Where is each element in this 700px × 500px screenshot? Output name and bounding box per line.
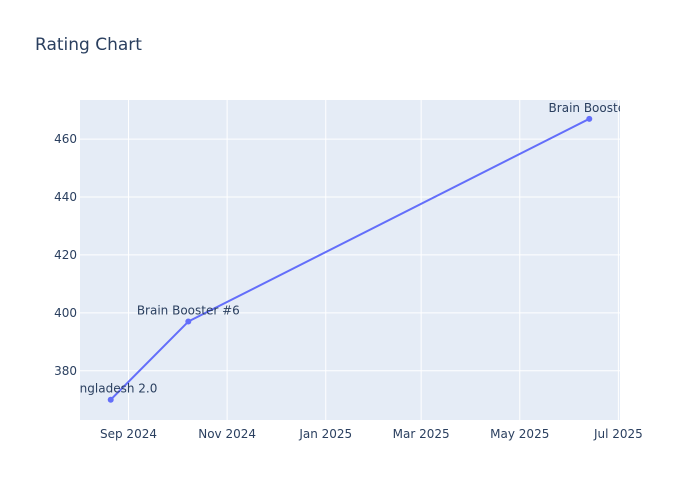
x-tick-label: Jan 2025 <box>298 427 352 441</box>
gridlines <box>80 100 620 420</box>
x-tick-label: May 2025 <box>490 427 549 441</box>
data-point <box>586 115 593 122</box>
axis-tick-labels: Sep 2024 Nov 2024 Jan 2025 Mar 2025 May 2025… <box>54 132 643 441</box>
series-layer <box>107 115 593 403</box>
y-tick-label: 380 <box>54 364 77 378</box>
x-tick-label: Jul 2025 <box>593 427 643 441</box>
point-labels: Bangladesh 2.0 Brain Booster #6 Brain Boos… <box>64 101 631 396</box>
data-point-label: Brain Booster #6 <box>137 304 240 318</box>
x-tick-label: Sep 2024 <box>100 427 157 441</box>
y-tick-label: 460 <box>54 132 77 146</box>
y-tick-label: 420 <box>54 248 77 262</box>
data-point-label: Bangladesh 2.0 <box>64 382 157 396</box>
x-tick-label: Mar 2025 <box>393 427 450 441</box>
data-point-label: Brain Booster <box>549 101 631 115</box>
x-tick-label: Nov 2024 <box>198 427 256 441</box>
plot-area <box>80 100 620 420</box>
data-point <box>107 396 114 403</box>
chart-title: Rating Chart <box>35 35 142 55</box>
y-tick-label: 440 <box>54 190 77 204</box>
data-point <box>185 318 192 325</box>
y-tick-label: 400 <box>54 306 77 320</box>
